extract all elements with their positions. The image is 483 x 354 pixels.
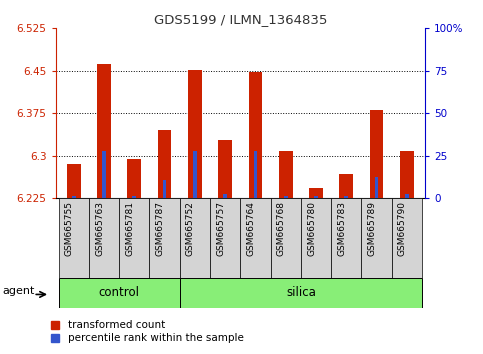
Text: GSM665768: GSM665768	[277, 201, 286, 256]
Bar	[180, 278, 422, 308]
Bar	[210, 198, 241, 278]
Bar	[58, 278, 180, 308]
Text: GSM665790: GSM665790	[398, 201, 407, 256]
Text: GSM665789: GSM665789	[368, 201, 377, 256]
Bar	[279, 151, 293, 198]
Text: GSM665755: GSM665755	[65, 201, 74, 256]
Bar	[128, 159, 141, 198]
Bar	[254, 151, 257, 198]
Bar	[241, 198, 270, 278]
Bar	[218, 140, 232, 198]
Bar	[72, 196, 75, 198]
Text: GSM665764: GSM665764	[246, 201, 256, 256]
Text: GSM665763: GSM665763	[95, 201, 104, 256]
Text: silica: silica	[286, 286, 316, 299]
Text: GSM665781: GSM665781	[125, 201, 134, 256]
Text: control: control	[99, 286, 140, 299]
Bar	[193, 151, 197, 198]
Bar	[132, 196, 136, 198]
Text: GSM665783: GSM665783	[337, 201, 346, 256]
Bar	[331, 198, 361, 278]
Bar	[67, 164, 81, 198]
Bar	[340, 174, 353, 198]
Bar	[249, 73, 262, 198]
Bar	[314, 196, 318, 198]
Bar	[163, 179, 167, 198]
Bar	[392, 198, 422, 278]
Bar	[361, 198, 392, 278]
Bar	[223, 194, 227, 198]
Legend: transformed count, percentile rank within the sample: transformed count, percentile rank withi…	[51, 320, 243, 343]
Bar	[89, 198, 119, 278]
Bar	[58, 198, 89, 278]
Text: GSM665780: GSM665780	[307, 201, 316, 256]
Bar	[188, 70, 202, 198]
Bar	[375, 177, 378, 198]
Bar	[309, 188, 323, 198]
Bar	[149, 198, 180, 278]
Title: GDS5199 / ILMN_1364835: GDS5199 / ILMN_1364835	[154, 13, 327, 26]
Bar	[97, 64, 111, 198]
Text: GSM665752: GSM665752	[186, 201, 195, 256]
Bar	[301, 198, 331, 278]
Bar	[370, 110, 384, 198]
Bar	[405, 194, 409, 198]
Bar	[400, 151, 413, 198]
Bar	[284, 196, 287, 198]
Text: GSM665757: GSM665757	[216, 201, 225, 256]
Text: agent: agent	[3, 286, 35, 296]
Bar	[119, 198, 149, 278]
Bar	[344, 196, 348, 198]
Bar	[158, 130, 171, 198]
Bar	[180, 198, 210, 278]
Bar	[102, 151, 106, 198]
Bar	[270, 198, 301, 278]
Text: GSM665787: GSM665787	[156, 201, 165, 256]
